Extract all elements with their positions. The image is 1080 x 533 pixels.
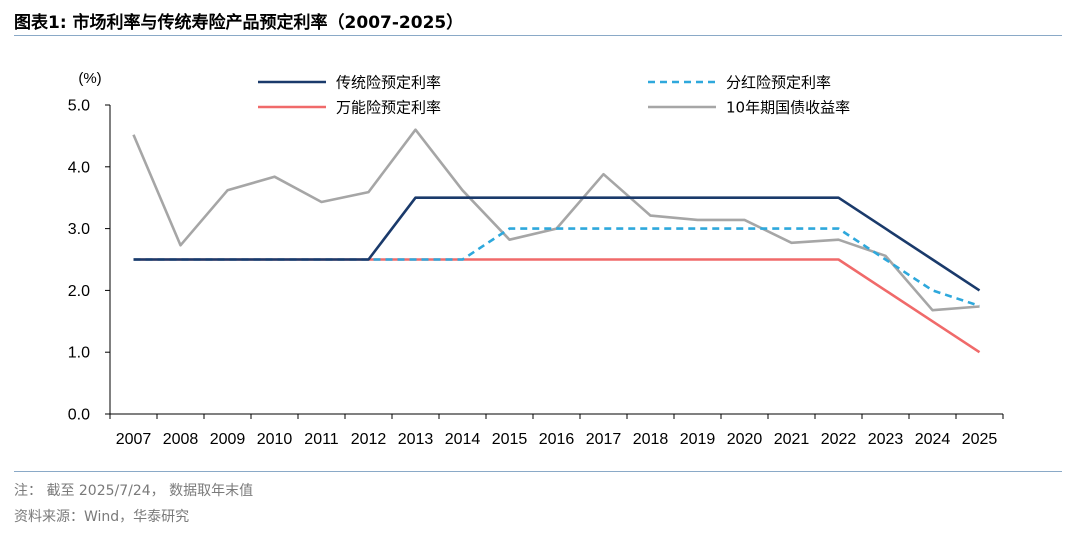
legend-label: 传统险预定利率 (336, 74, 441, 92)
y-axis-unit: (%) (78, 70, 101, 87)
x-tick-label: 2016 (539, 431, 575, 448)
x-tick-label: 2020 (727, 431, 763, 448)
x-tick-label: 2014 (445, 431, 481, 448)
x-tick-label: 2007 (116, 431, 152, 448)
x-tick-label: 2025 (962, 431, 998, 448)
x-tick-label: 2024 (915, 431, 951, 448)
footer-divider (14, 471, 1062, 472)
series-line (133, 196, 981, 292)
y-tick-label: 1.0 (68, 345, 90, 362)
series-line (133, 258, 981, 354)
legend-label: 万能险预定利率 (336, 99, 441, 117)
y-tick-label: 4.0 (68, 159, 90, 176)
chart-title: 图表1: 市场利率与传统寿险产品预定利率（2007-2025） (14, 13, 464, 33)
x-tick-label: 2010 (257, 431, 293, 448)
x-tick-label: 2017 (586, 431, 622, 448)
x-tick-label: 2013 (398, 431, 434, 448)
series-line (133, 227, 980, 308)
chart-series (132, 128, 981, 354)
line-chart: 0.0 1.0 2.0 3.0 4.0 5.0 (%) 2007 2008 2009 2010 201… (68, 70, 1004, 448)
x-tick-label: 2019 (680, 431, 716, 448)
legend-label: 分红险预定利率 (726, 74, 831, 92)
footnote: 注： 截至 2025/7/24， 数据取年末值 (14, 483, 254, 499)
y-tick-label: 3.0 (68, 221, 90, 238)
x-tick-label: 2018 (633, 431, 669, 448)
x-tick-label: 2011 (304, 431, 339, 448)
x-tick-label: 2015 (492, 431, 528, 448)
x-tick-label: 2021 (774, 431, 810, 448)
x-tick-label: 2022 (821, 431, 857, 448)
chart-axes (105, 104, 1004, 419)
y-tick-label: 2.0 (68, 283, 90, 300)
x-tick-label: 2009 (210, 431, 246, 448)
y-tick-label: 0.0 (68, 407, 90, 424)
y-tick-label: 5.0 (68, 98, 90, 115)
x-tick-label: 2008 (163, 431, 199, 448)
source-note: 资料来源：Wind，华泰研究 (14, 509, 190, 525)
x-tick-label: 2012 (351, 431, 387, 448)
title-divider (14, 35, 1062, 36)
legend-label: 10年期国债收益率 (726, 99, 850, 117)
chart-tick-labels: 0.0 1.0 2.0 3.0 4.0 5.0 (%) 2007 2008 2009 2010 201… (68, 70, 998, 448)
series-line (132, 128, 980, 312)
x-tick-label: 2023 (868, 431, 904, 448)
